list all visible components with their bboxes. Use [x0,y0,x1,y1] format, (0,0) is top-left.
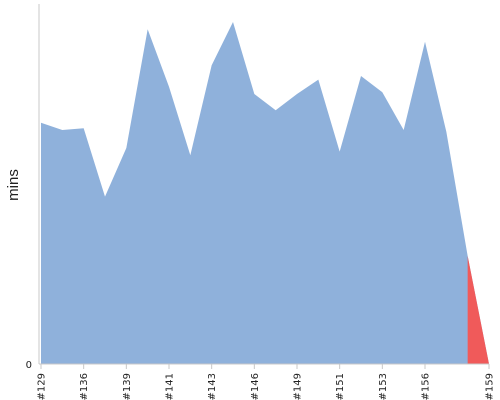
x-tick-label: #143 [207,373,218,400]
x-tick-label: #141 [165,373,176,400]
x-ticks: #129 #136 #139 #141 #143 #146 #149 #151 #153 #156… [37,364,496,400]
failure-area [467,256,489,364]
x-tick-label: #159 [485,373,496,400]
y-axis-label: mins [5,169,22,201]
x-tick-label: #149 [293,373,304,400]
x-tick-label: #136 [79,373,90,400]
success-area [41,22,489,364]
x-tick-label: #129 [37,373,48,400]
x-tick-label: #146 [250,373,261,400]
x-tick-label: #156 [421,373,432,400]
chart-areas [41,22,489,364]
x-tick-label: #153 [378,373,389,400]
x-tick-label: #139 [122,373,133,400]
x-tick-label: #151 [335,373,346,400]
y-tick-label: 0 [26,360,32,371]
